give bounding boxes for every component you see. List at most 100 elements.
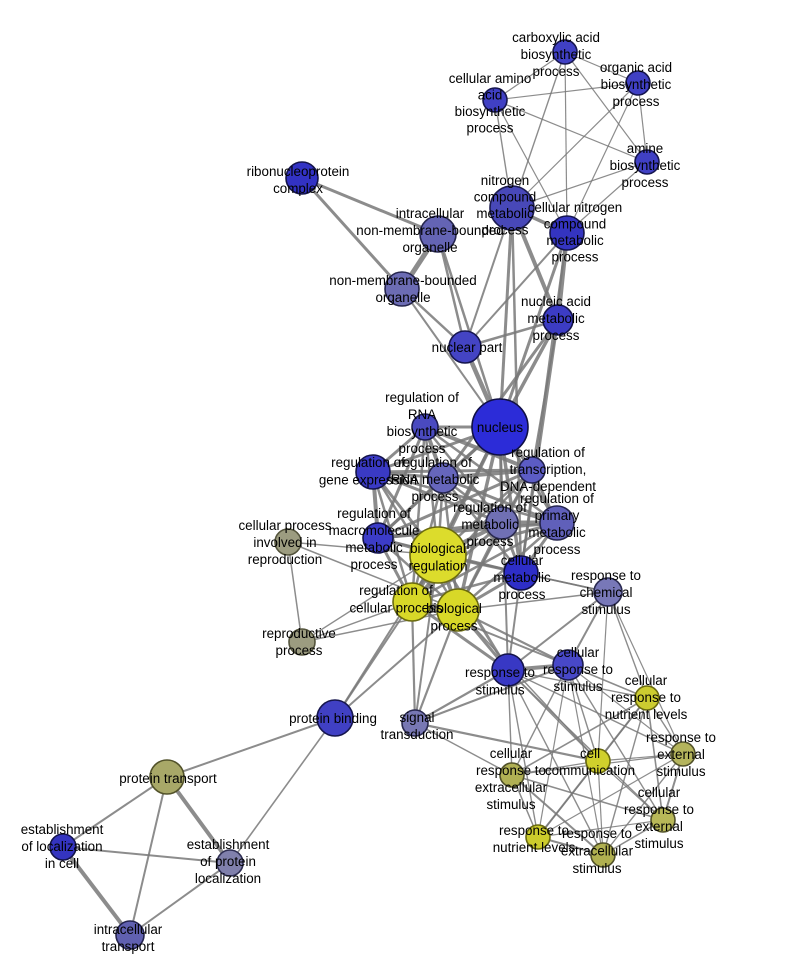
edge-ribo--intranmb [301, 176, 439, 236]
node-regtrans[interactable]: regulation of transcription, DNA-depende… [518, 456, 546, 484]
node-bioproc[interactable]: biological process [436, 588, 480, 632]
node-respextra[interactable]: response to extracellular stimulus [590, 842, 616, 868]
node-nucleus[interactable]: nucleus [471, 398, 529, 456]
edge-reggene--regprimary [372, 470, 558, 525]
edge-nucleus--respstim [499, 426, 509, 671]
node-carboxylic[interactable]: carboxylic acid biosynthetic process [552, 39, 578, 65]
label-sigtrans: signal transduction [381, 710, 454, 742]
label-regrnamet: regulation of RNA metabolic process [391, 455, 480, 504]
node-cellrepro[interactable]: cellular process involved in reproductio… [274, 528, 302, 556]
edge-bioproc--respchem [457, 591, 609, 611]
edge-respchem--respstim [507, 591, 609, 671]
edge-respstim--respextra [507, 669, 604, 856]
label-reggene: regulation of gene expression [319, 455, 417, 488]
node-organic[interactable]: organic acid biosynthetic process [625, 70, 651, 96]
edge-reggene--regmet [372, 470, 503, 525]
node-amino[interactable]: cellular amino acid biosynthetic process [482, 87, 508, 113]
node-cellrespstim[interactable]: cellular response to stimulus [552, 649, 584, 681]
node-ribo[interactable]: ribonucleoprotein complex [285, 161, 319, 195]
node-reproproc[interactable]: reproductive process [288, 628, 316, 656]
edge-carboxylic--amine [564, 51, 648, 163]
node-nitro[interactable]: nitrogen compound metabolic process [489, 185, 535, 231]
node-estprot[interactable]: establishment of protein localization [216, 849, 244, 877]
node-intratrans[interactable]: intracellular transport [115, 920, 145, 950]
labels-layer: carboxylic acid biosynthetic process organi… [21, 30, 716, 954]
node-regrnamet[interactable]: regulation of RNA metabolic process [427, 462, 459, 494]
label-respstim: response to stimulus [465, 665, 535, 698]
label-nuclearpart: nuclear part [432, 340, 503, 355]
node-estloc[interactable]: establishment of localization in cell [49, 833, 77, 861]
label-prottrans: protein transport [119, 771, 217, 786]
node-cellcomm[interactable]: cell communication [585, 748, 611, 774]
label-protbind: protein binding [289, 711, 377, 726]
node-respchem[interactable]: response to chemical stimulus [593, 577, 623, 607]
node-celln[interactable]: cellular nitrogen compound metabolic pro… [549, 215, 585, 251]
node-prottrans[interactable]: protein transport [149, 759, 185, 795]
edge-estprot--intratrans [129, 862, 231, 936]
node-cellrespextra[interactable]: cellular response to extracellular stimu… [499, 762, 525, 788]
edge-cellcomm--cellrespextra [511, 760, 599, 776]
edge-carboxylic--celln [564, 51, 568, 234]
edge-regcell--sigtrans [410, 601, 417, 724]
edge-bioproc--reproproc [301, 609, 459, 643]
label-cellrespextra: cellular response to extracellular stimulus [475, 746, 548, 812]
node-nucleic[interactable]: nucleic acid metabolic process [542, 304, 574, 336]
edge-ribo--nmb [300, 176, 404, 291]
node-cellmet[interactable]: cellular metabolic process [503, 555, 539, 591]
label-estprot: establishment of protein localization [187, 837, 270, 886]
node-regmacro[interactable]: regulation of macromolecule metabolic pr… [362, 522, 394, 554]
label-cellrespstim: cellular response to stimulus [543, 645, 613, 694]
label-organic: organic acid biosynthetic process [600, 60, 672, 109]
label-regrnabio: regulation of RNA biosynthetic process [385, 390, 459, 456]
node-amine[interactable]: amine biosynthetic process [634, 149, 660, 175]
node-sigtrans[interactable]: signal transduction [401, 709, 429, 737]
label-nucleic: nucleic acid metabolic process [521, 294, 591, 343]
node-cellrespexternal[interactable]: cellular response to external stimulus [650, 807, 676, 833]
edge-intranmb--nuclearpart [436, 233, 467, 348]
edge-cellrepro--reproproc [287, 541, 303, 643]
edge-amino--celln [494, 99, 568, 234]
label-intranmb: intracellular non-membrane-bounded organel… [356, 206, 503, 255]
edge-cellrespstim--cellcomm [567, 664, 599, 762]
edge-respchem--cellcomm [597, 591, 609, 762]
node-cellrespnut[interactable]: cellular response to nutrient levels [634, 685, 660, 711]
node-intranmb[interactable]: intracellular non-membrane-bounded organ… [419, 215, 457, 253]
edge-cellcomm--cellrespexternal [597, 760, 664, 821]
edge-respchem--respext [607, 591, 684, 755]
node-regcell[interactable]: regulation of cellular process [392, 582, 432, 622]
edge-cellcomm--respnut [537, 760, 599, 838]
edge-regrnabio--regcell [410, 426, 427, 603]
edge-bioproc--protbind [334, 609, 459, 719]
label-bioreg: biological regulation [409, 541, 468, 574]
edge-cellrespstim--sigtrans [414, 663, 569, 725]
edge-celln--nucleus [498, 232, 569, 428]
node-nmb[interactable]: non-membrane-bounded organelle [384, 271, 420, 307]
edge-nitro--nuclearpart [464, 207, 513, 348]
label-amino: cellular amino acid biosynthetic process [449, 71, 532, 136]
edge-prottrans--protbind [166, 717, 336, 778]
edge-respstim--cellrespnut [507, 669, 648, 699]
edge-intranmb--nucleus [436, 233, 502, 428]
edge-respchem--cellrespnut [607, 591, 648, 699]
node-nuclearpart[interactable]: nuclear part [448, 330, 482, 364]
edge-organic--amino [494, 82, 639, 101]
node-respstim[interactable]: response to stimulus [491, 653, 525, 687]
label-respext: response to external stimulus [646, 730, 716, 779]
edge-carboxylic--amino [494, 51, 566, 101]
edge-regrnabio--regtrans [424, 425, 533, 472]
edge-cellrespextra--sigtrans [414, 722, 513, 776]
node-respnut[interactable]: response to nutrient levels [525, 824, 551, 850]
node-respext[interactable]: response to external stimulus [670, 741, 696, 767]
node-reggene[interactable]: regulation of gene expression [355, 454, 391, 490]
node-bioreg[interactable]: biological regulation [409, 526, 467, 584]
node-protbind[interactable]: protein binding [316, 699, 354, 737]
node-regmet[interactable]: regulation of metabolic process [485, 506, 519, 540]
node-regprimary[interactable]: regulation of primary metabolic process [539, 505, 575, 541]
edge-respstim--cellrespexternal [507, 669, 664, 821]
edge-cellrespstim--cellrespexternal [567, 664, 664, 821]
label-respchem: response to chemical stimulus [571, 568, 641, 617]
edge-regprimary--regcell [411, 521, 558, 604]
node-regrnabio[interactable]: regulation of RNA biosynthetic process [411, 413, 439, 441]
label-amine: amine biosynthetic process [610, 141, 681, 190]
